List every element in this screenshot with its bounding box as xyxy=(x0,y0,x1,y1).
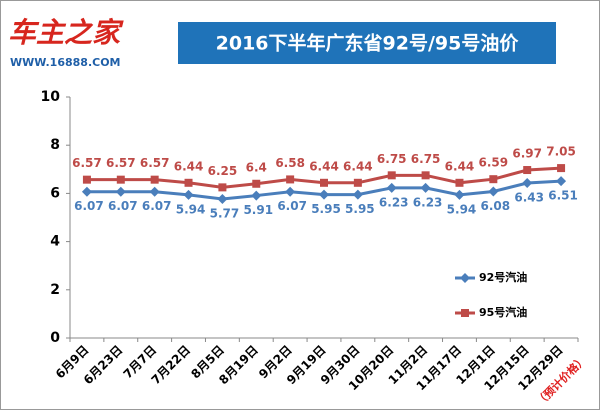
data-label: 6.07 xyxy=(277,199,307,213)
logo-brand: 车主之家 xyxy=(8,16,124,49)
data-point xyxy=(150,175,159,184)
data-label: 6.75 xyxy=(377,152,407,166)
data-point xyxy=(386,182,397,193)
data-label: 6.59 xyxy=(479,156,509,170)
data-label: 5.95 xyxy=(345,202,375,216)
data-point xyxy=(115,186,126,197)
logo-url: WWW.16888.COM xyxy=(10,56,121,69)
data-point xyxy=(319,189,329,200)
y-tick-label: 0 xyxy=(50,330,60,346)
data-label: 6.4 xyxy=(246,160,267,174)
data-label: 6.44 xyxy=(309,159,339,173)
data-label: 6.08 xyxy=(481,199,511,213)
data-point xyxy=(455,178,464,187)
data-point xyxy=(420,182,431,193)
data-point xyxy=(149,186,160,197)
data-point xyxy=(184,178,193,187)
data-point xyxy=(218,183,227,192)
y-tick-label: 8 xyxy=(50,137,60,153)
data-label: 6.44 xyxy=(174,159,204,173)
data-point xyxy=(82,175,91,184)
y-tick-label: 6 xyxy=(50,185,60,201)
data-label: 6.58 xyxy=(275,156,305,170)
data-label: 6.44 xyxy=(343,159,373,173)
legend-label: 95号汽油 xyxy=(479,305,527,319)
data-label: 6.07 xyxy=(108,199,138,213)
data-label: 6.07 xyxy=(74,199,104,213)
data-label: 5.94 xyxy=(447,202,477,216)
data-point xyxy=(352,189,363,200)
data-point xyxy=(523,166,532,175)
legend-label: 92号汽油 xyxy=(479,270,527,284)
data-label: 6.43 xyxy=(514,191,544,205)
data-label: 6.07 xyxy=(142,199,172,213)
y-tick-label: 4 xyxy=(50,234,60,250)
data-point xyxy=(387,171,396,180)
data-label: 6.25 xyxy=(208,164,238,178)
data-label: 6.75 xyxy=(411,152,441,166)
legend-marker xyxy=(461,309,469,317)
legend-marker xyxy=(460,273,470,283)
data-point xyxy=(556,176,567,187)
data-point xyxy=(557,164,566,173)
data-label: 6.51 xyxy=(548,189,578,203)
data-point xyxy=(522,178,533,189)
data-label: 6.57 xyxy=(140,156,170,170)
data-point xyxy=(251,190,262,201)
data-label: 6.97 xyxy=(512,147,542,161)
data-point xyxy=(488,186,499,197)
chart-title: 2016下半年广东省92号/95号油价 xyxy=(216,32,520,55)
data-point xyxy=(252,179,261,188)
y-tick-label: 10 xyxy=(41,89,61,105)
data-label: 6.23 xyxy=(413,195,443,209)
title-box xyxy=(178,22,556,64)
data-label: 7.05 xyxy=(546,145,576,159)
data-point xyxy=(320,178,328,187)
data-point xyxy=(353,178,362,187)
data-label: 6.44 xyxy=(445,159,475,173)
data-point xyxy=(183,189,194,200)
data-point xyxy=(454,189,465,200)
data-point xyxy=(81,186,92,197)
data-label: 5.95 xyxy=(311,202,341,216)
data-label: 6.23 xyxy=(379,195,409,209)
data-point xyxy=(489,175,498,184)
data-label: 5.91 xyxy=(243,203,273,217)
data-point xyxy=(116,175,125,184)
y-tick-label: 2 xyxy=(50,282,60,298)
data-label: 6.57 xyxy=(72,156,102,170)
data-point xyxy=(217,193,228,204)
data-label: 5.77 xyxy=(210,206,240,220)
data-label: 6.57 xyxy=(106,156,136,170)
data-point xyxy=(286,175,295,184)
data-point xyxy=(421,171,430,180)
data-point xyxy=(285,186,296,197)
data-label: 5.94 xyxy=(176,202,206,216)
